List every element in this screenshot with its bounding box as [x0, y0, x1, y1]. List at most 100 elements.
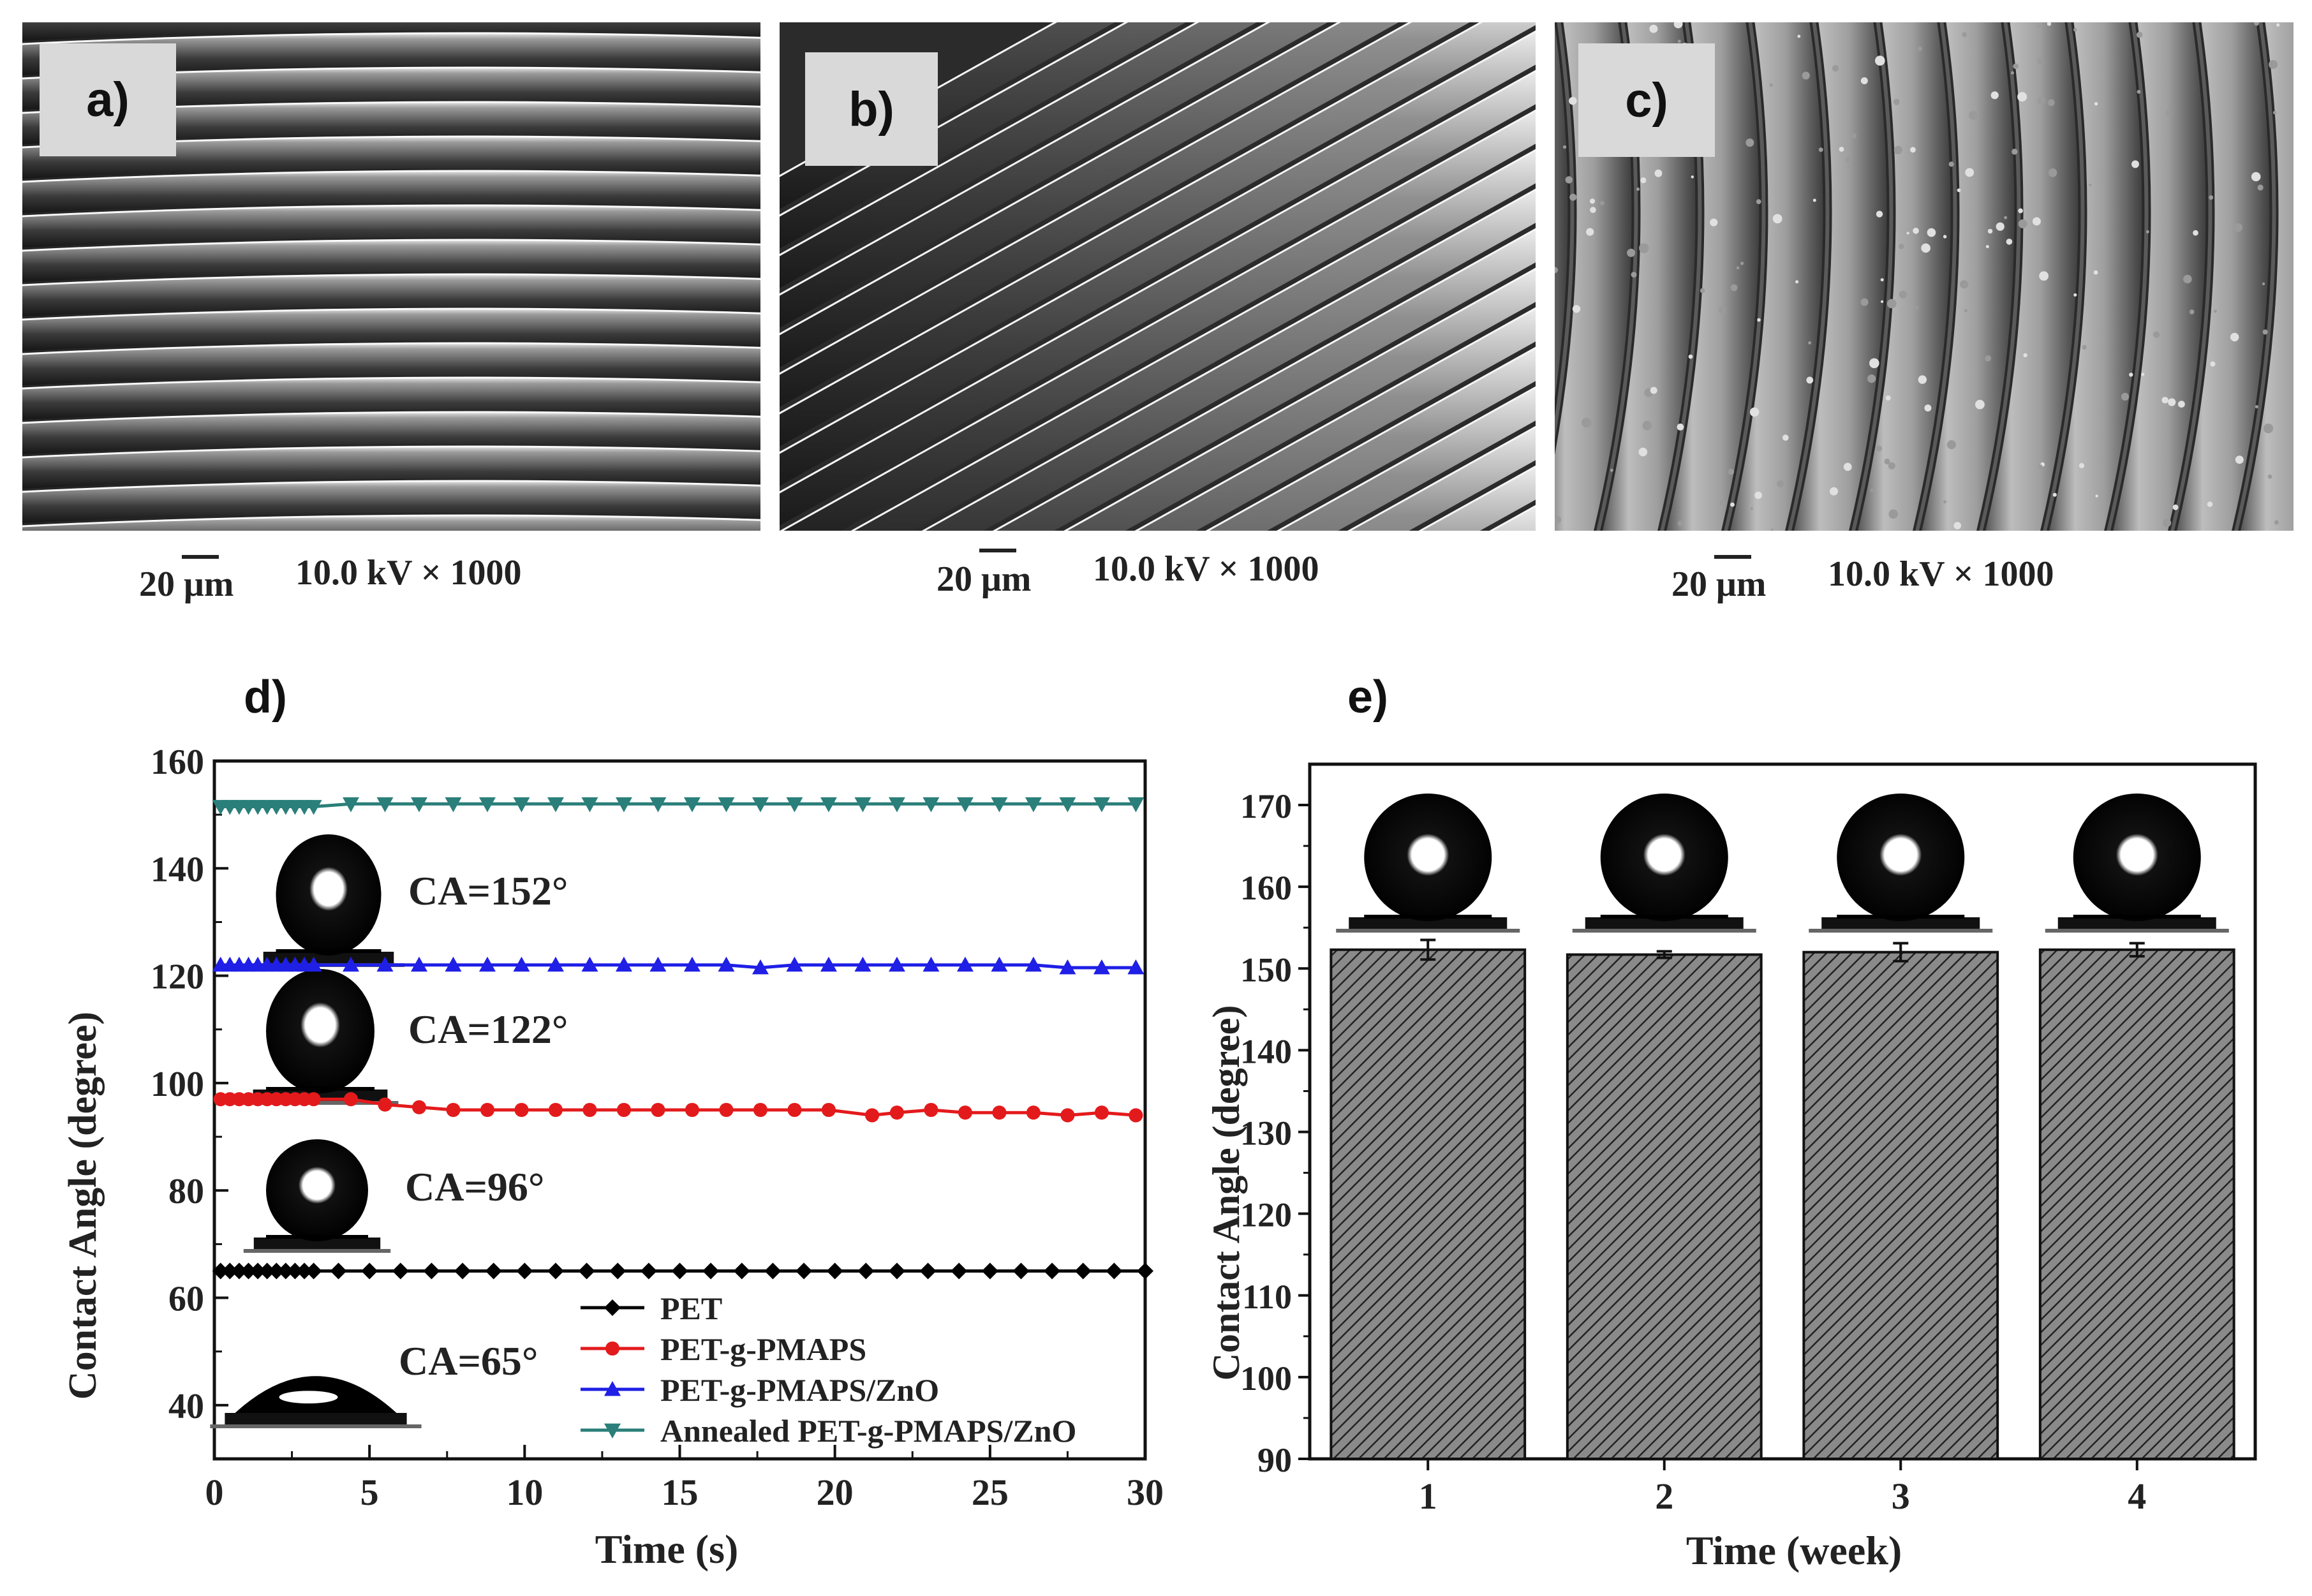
sem-fiber-edge [22, 170, 760, 183]
droplet-image-96 [243, 1139, 391, 1253]
legend-marker [604, 1423, 621, 1438]
data-point [392, 1262, 409, 1280]
panel-label-e: e) [1347, 672, 1389, 723]
sem-particle [2136, 31, 2143, 38]
droplet-image-65 [210, 1376, 422, 1428]
sem-particle [1677, 40, 1681, 43]
info-label-b: 10.0 kV × 1000 [1093, 549, 1319, 589]
sem-fiber-edge [780, 22, 1412, 375]
sem-particle [1636, 187, 1640, 191]
sem-fiber [2047, 22, 2145, 531]
sem-particle [1700, 288, 1705, 293]
x-tick-label: 4 [2128, 1475, 2146, 1517]
data-point [581, 797, 598, 813]
sem-particle [1639, 243, 1649, 253]
y-tick-label: 100 [1240, 1359, 1292, 1398]
legend-label: Annealed PET-g-PMAPS/ZnO [660, 1413, 1076, 1449]
data-point [718, 797, 735, 813]
data-point [240, 1262, 257, 1280]
sem-particle [1638, 447, 1648, 457]
sem-fiber-edge [1063, 267, 1536, 531]
data-point [1059, 959, 1076, 975]
sem-particle [2235, 455, 2244, 464]
data-point [651, 1102, 665, 1118]
sem-particle [2037, 58, 2044, 64]
x-tick-label: 1 [1419, 1475, 1437, 1517]
sem-image-c [1555, 22, 2293, 531]
sem-particle [2023, 353, 2027, 358]
sem-particle [1975, 399, 1985, 410]
data-point [454, 1262, 471, 1280]
y-tick-label: 140 [151, 850, 204, 889]
sem-particle [2234, 223, 2242, 232]
data-point [683, 797, 700, 813]
sem-particle [2018, 208, 2023, 214]
sem-particle [1869, 358, 1879, 369]
legend-label: PET-g-PMAPS/ZnO [660, 1372, 939, 1408]
sem-particle [1740, 262, 1744, 265]
sem-particle [1582, 417, 1592, 428]
sem-particle [1847, 165, 1850, 168]
sem-particle [2095, 494, 2098, 498]
data-point [485, 1262, 502, 1280]
chart-e-xlabel: Time (week) [1686, 1528, 1902, 1573]
bar-week-2 [1566, 953, 1763, 1461]
sem-particle [2189, 309, 2195, 314]
data-point [786, 797, 803, 813]
sem-particle [2006, 239, 2013, 245]
data-point [221, 1262, 239, 1280]
data-point [649, 797, 667, 813]
sem-fiber-edge [22, 376, 760, 390]
sem-particle [1782, 434, 1789, 441]
y-tick-label: 90 [1257, 1441, 1292, 1479]
legend-marker [605, 1341, 620, 1356]
data-point [640, 1262, 657, 1280]
data-point [1094, 1105, 1109, 1120]
sem-particle [2145, 230, 2149, 233]
data-point [924, 1102, 938, 1118]
sem-fiber-edge [780, 22, 1199, 256]
data-point [445, 797, 462, 813]
sem-particle [2013, 63, 2019, 70]
sem-particle [1924, 404, 1932, 412]
panel-label-c: c) [1578, 43, 1715, 157]
data-point [1129, 1108, 1143, 1123]
sem-fiber [22, 446, 760, 489]
sem-particle [1654, 169, 1663, 177]
sem-fiber-edge [22, 307, 760, 321]
x-tick-label: 0 [205, 1472, 224, 1513]
sem-fiber [22, 101, 760, 145]
y-tick-label: 120 [1240, 1196, 1292, 1234]
data-point [410, 797, 427, 813]
sem-fiber [1664, 22, 1762, 531]
sem-fiber-edge [22, 204, 760, 218]
sem-particle [1899, 244, 1904, 249]
data-point [306, 1092, 321, 1107]
panel-label-d: d) [244, 672, 287, 723]
sem-particle [1906, 232, 1909, 235]
sem-particle [1962, 32, 1967, 38]
y-tick-label: 170 [1240, 787, 1292, 825]
sem-particle [2262, 282, 2265, 286]
sem-particle [1718, 306, 1726, 314]
data-point [578, 1262, 595, 1280]
data-point [480, 1102, 495, 1118]
data-point [230, 1262, 248, 1280]
sem-fiber-edge [1276, 386, 1536, 531]
data-point [296, 1262, 313, 1280]
sem-particle [1569, 96, 1577, 105]
data-point [992, 1105, 1007, 1120]
sem-particle [1921, 243, 1930, 253]
sem-particle [1885, 395, 1891, 401]
sem-fiber [22, 480, 760, 524]
y-tick-label: 110 [1242, 1278, 1292, 1316]
sem-particle [2012, 149, 2018, 155]
scale-label-c: 20 μm [1671, 565, 1767, 604]
sem-particle [1860, 298, 1869, 306]
sem-particle [1555, 267, 1558, 274]
sem-fiber-edge [22, 32, 760, 45]
data-point [864, 1108, 880, 1123]
sem-particle [1867, 374, 1876, 383]
data-point [981, 1262, 998, 1280]
legend-marker [604, 1381, 621, 1396]
